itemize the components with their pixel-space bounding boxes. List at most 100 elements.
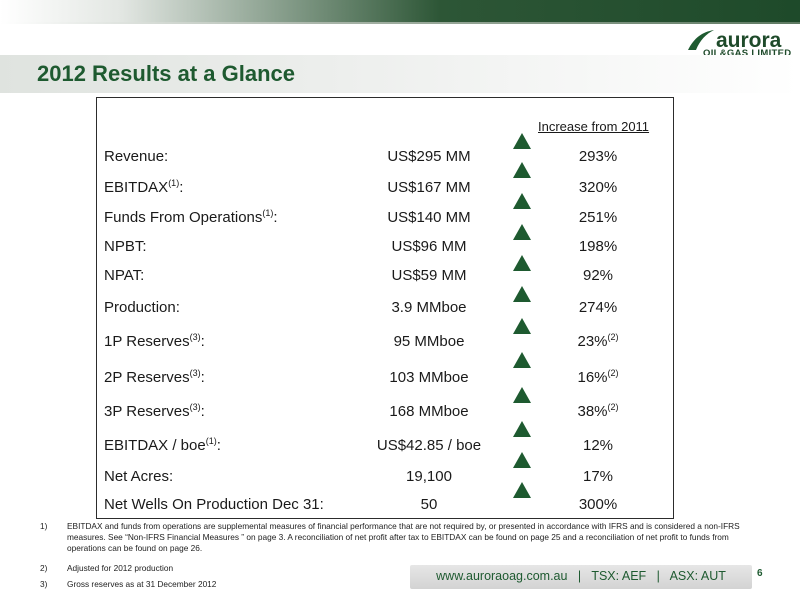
triangle-up-icon (513, 133, 531, 149)
row-increase: 251% (530, 209, 666, 226)
footnote-number: 1) (40, 521, 48, 531)
row-value: 168 MMboe (389, 403, 469, 420)
table-row: Net Acres: 19,100 17% (0, 468, 800, 490)
row-increase-value: 251% (578, 209, 618, 226)
triangle-up-icon (513, 482, 531, 498)
header-divider (0, 22, 800, 24)
row-label-suffix: : (200, 369, 205, 386)
row-label-text: Net Wells On Production Dec 31: (104, 496, 324, 513)
row-increase: 12% (530, 437, 666, 454)
footnote-ref: (1) (168, 178, 180, 188)
page-title: 2012 Results at a Glance (37, 61, 296, 86)
row-label: EBITDAX / boe(1): (104, 436, 221, 455)
triangle-up-icon (513, 352, 531, 368)
row-increase: 17% (530, 468, 666, 485)
row-value: 103 MMboe (389, 369, 469, 386)
row-increase: 92% (530, 267, 666, 284)
table-row: 2P Reserves(3): 103 MMboe 16%(2) (0, 369, 800, 391)
header-gradient-bar (0, 0, 800, 22)
footnote-ref: (3) (189, 402, 201, 412)
footnote-ref: (1) (262, 208, 274, 218)
row-value: US$167 MM (387, 179, 471, 196)
footnote-ref: (3) (189, 368, 201, 378)
row-increase-value: 12% (582, 437, 614, 454)
row-label-text: Production: (104, 299, 180, 316)
row-label: Net Acres: (104, 468, 173, 485)
row-increase-value: 92% (582, 267, 614, 284)
footnote-ref: (3) (189, 332, 201, 342)
row-increase-value: 17% (582, 468, 614, 485)
page-number: 6 (757, 568, 763, 579)
table-row: 3P Reserves(3): 168 MMboe 38%(2) (0, 403, 800, 425)
logo-subtitle: OIL&GAS LIMITED (703, 48, 792, 59)
row-label-suffix: : (200, 333, 205, 350)
table-row: EBITDAX / boe(1): US$42.85 / boe 12% (0, 437, 800, 459)
row-label-suffix: : (216, 437, 221, 454)
aurora-logo: aurora (688, 29, 782, 52)
row-increase: 198% (530, 238, 666, 255)
row-value: 19,100 (406, 468, 452, 485)
title-band (0, 55, 800, 93)
row-label-text: 1P Reserves (104, 333, 190, 350)
triangle-up-icon (513, 318, 531, 334)
table-row: Net Wells On Production Dec 31: 50 300% (0, 496, 800, 518)
row-label-text: EBITDAX (104, 179, 169, 196)
row-increase-value: 38% (577, 403, 608, 420)
row-value: US$140 MM (387, 209, 471, 226)
results-table-frame (96, 97, 674, 519)
increase-column-header: Increase from 2011 (538, 119, 650, 134)
row-increase-value: 198% (578, 238, 618, 255)
table-row: Production: 3.9 MMboe 274% (0, 299, 800, 321)
row-label-text: EBITDAX / boe (104, 437, 206, 454)
row-label-text: 2P Reserves (104, 369, 190, 386)
row-label: Funds From Operations(1): (104, 208, 278, 227)
row-label-text: NPBT: (104, 238, 147, 255)
row-increase: 38%(2) (530, 402, 666, 421)
triangle-up-icon (513, 255, 531, 271)
footnote-text: EBITDAX and funds from operations are su… (67, 521, 740, 553)
footnote-text: Gross reserves as at 31 December 2012 (67, 579, 217, 589)
row-label: Revenue: (104, 148, 168, 165)
logo-swoosh-icon (688, 30, 714, 50)
table-row: Revenue: US$295 MM 293% (0, 148, 800, 170)
triangle-up-icon (513, 387, 531, 403)
table-row: NPAT: US$59 MM 92% (0, 267, 800, 289)
row-value: 50 (420, 496, 438, 513)
row-increase-value: 300% (578, 496, 618, 513)
footnote-number: 2) (40, 563, 48, 573)
footer-links: www.auroraoag.com.au | TSX: AEF | ASX: A… (436, 569, 726, 583)
row-label: 2P Reserves(3): (104, 368, 205, 387)
table-row: EBITDAX(1): US$167 MM 320% (0, 179, 800, 201)
triangle-up-icon (513, 452, 531, 468)
row-label-text: NPAT: (104, 267, 145, 284)
triangle-up-icon (513, 286, 531, 302)
footnote-ref: (2) (607, 332, 619, 342)
row-label: 3P Reserves(3): (104, 402, 205, 421)
table-row: NPBT: US$96 MM 198% (0, 238, 800, 260)
row-increase-value: 16% (577, 369, 608, 386)
row-label-suffix: : (200, 403, 205, 420)
footnote-ref: (1) (205, 436, 217, 446)
row-label: Net Wells On Production Dec 31: (104, 496, 324, 513)
row-value: 95 MMboe (393, 333, 465, 350)
triangle-up-icon (513, 162, 531, 178)
footnote-ref: (2) (607, 368, 619, 378)
row-increase-value: 293% (578, 148, 618, 165)
row-label-text: 3P Reserves (104, 403, 190, 420)
row-increase: 293% (530, 148, 666, 165)
triangle-up-icon (513, 193, 531, 209)
row-label-suffix: : (179, 179, 184, 196)
row-increase: 300% (530, 496, 666, 513)
table-row: 1P Reserves(3): 95 MMboe 23%(2) (0, 333, 800, 355)
triangle-up-icon (513, 421, 531, 437)
row-value: US$42.85 / boe (376, 437, 482, 454)
footnote-ref: (2) (607, 402, 619, 412)
row-label: Production: (104, 299, 180, 316)
row-increase: 16%(2) (530, 368, 666, 387)
row-value: US$295 MM (387, 148, 471, 165)
row-value: 3.9 MMboe (391, 299, 467, 316)
row-increase-value: 320% (578, 179, 618, 196)
row-label: EBITDAX(1): (104, 178, 184, 197)
table-row: Funds From Operations(1): US$140 MM 251% (0, 209, 800, 231)
row-label-suffix: : (273, 209, 278, 226)
